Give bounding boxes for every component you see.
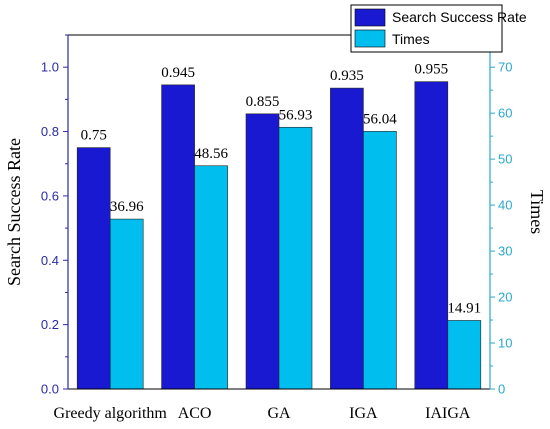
x-tick-label-iaiga: IAIGA (425, 405, 471, 422)
legend-label-search-success-rate: Search Success Rate (392, 9, 527, 25)
bar-times-aco (194, 165, 228, 390)
y-tick-label: 0.0 (41, 382, 59, 397)
data-label-times-iga: 56.04 (363, 111, 397, 127)
data-label-times-iaiga: 14.91 (447, 300, 481, 316)
bar-times-iga (363, 131, 397, 390)
data-label-search-success-rate-iga: 0.935 (330, 68, 364, 84)
y2-tick-label: 30 (498, 244, 512, 259)
y2-tick-label: 50 (498, 152, 512, 167)
data-label-times-greedy-algorithm: 36.96 (110, 199, 144, 215)
y-axis-title: Search Success Rate (4, 138, 24, 286)
legend-label-times: Times (392, 31, 430, 47)
bar-times-ga (278, 126, 313, 390)
y-ticks-right: 0 10 20 30 40 50 60 70 (490, 43, 512, 397)
y-ticks-left: 0.0 0.2 0.4 0.6 0.8 1.0 (41, 34, 68, 397)
data-label-search-success-rate-ga: 0.855 (246, 94, 280, 110)
y2-tick-label: 0 (498, 382, 505, 397)
y2-tick-label: 10 (498, 336, 512, 351)
legend: Search Success Rate Times (350, 4, 527, 53)
data-label-search-success-rate-greedy-algorithm: 0.75 (81, 128, 107, 144)
y-tick-label: 0.2 (41, 317, 59, 332)
bar-search-success-rate-iga (330, 87, 364, 390)
y-tick-label: 0.6 (41, 188, 59, 203)
y2-tick-label: 20 (498, 290, 512, 305)
data-label-search-success-rate-aco: 0.945 (161, 65, 195, 81)
data-label-times-ga: 56.93 (279, 107, 313, 123)
legend-swatch-times (354, 29, 386, 48)
bar-search-success-rate-greedy-algorithm (76, 147, 111, 390)
bars (76, 81, 482, 390)
data-label-times-aco: 48.56 (194, 146, 228, 162)
y2-tick-label: 40 (498, 198, 512, 213)
x-tick-label-greedy-algorithm: Greedy algorithm (54, 405, 168, 422)
data-label-search-success-rate-iaiga: 0.955 (414, 62, 448, 78)
bar-search-success-rate-ga (245, 113, 280, 390)
bar-times-greedy-algorithm (109, 218, 144, 390)
y-tick-label: 0.4 (41, 253, 59, 268)
x-tick-label-ga: GA (267, 405, 291, 422)
x-tick-label-aco: ACO (178, 405, 212, 422)
bar-search-success-rate-iaiga (414, 81, 449, 390)
bar-search-success-rate-aco (161, 84, 195, 390)
y-tick-label: 1.0 (41, 60, 59, 75)
legend-swatch-search-success-rate (354, 8, 386, 27)
bar-times-iaiga (447, 320, 482, 390)
x-tick-labels: Greedy algorithm ACO GA IGA IAIGA (54, 405, 471, 422)
y2-tick-label: 60 (498, 106, 512, 121)
y-tick-label: 0.8 (41, 124, 59, 139)
y2-tick-label: 70 (498, 60, 512, 75)
x-tick-label-iga: IGA (349, 405, 378, 422)
y2-axis-title: Times (527, 190, 547, 234)
